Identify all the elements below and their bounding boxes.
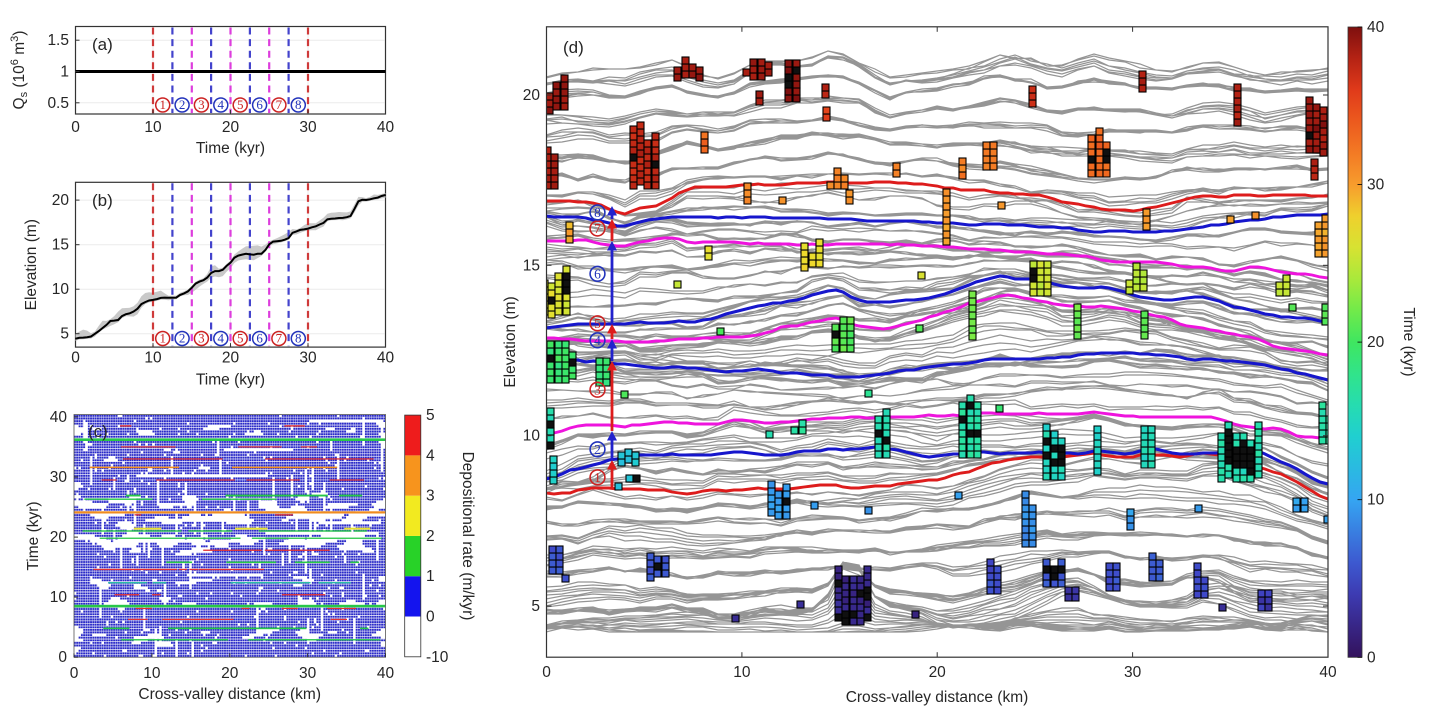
- svg-text:30: 30: [1124, 664, 1142, 681]
- svg-text:20: 20: [1367, 334, 1385, 351]
- svg-text:4: 4: [426, 447, 435, 464]
- svg-text:2: 2: [426, 528, 435, 545]
- svg-text:(c): (c): [88, 422, 108, 441]
- svg-text:6: 6: [256, 97, 263, 112]
- svg-text:3: 3: [198, 97, 205, 112]
- svg-text:0: 0: [71, 119, 80, 136]
- svg-text:4: 4: [594, 333, 601, 348]
- svg-text:0: 0: [1367, 649, 1376, 666]
- svg-text:Qs (106 m3): Qs (106 m3): [9, 31, 30, 110]
- svg-text:5: 5: [531, 598, 540, 615]
- svg-text:1: 1: [159, 97, 166, 112]
- svg-text:Time (kyr): Time (kyr): [1400, 307, 1417, 376]
- svg-text:40: 40: [377, 665, 395, 682]
- svg-text:0: 0: [70, 665, 79, 682]
- svg-text:1: 1: [426, 568, 435, 585]
- svg-text:6: 6: [256, 331, 263, 346]
- svg-text:20: 20: [222, 350, 240, 367]
- svg-text:-10: -10: [426, 649, 449, 666]
- svg-text:(a): (a): [92, 35, 113, 54]
- svg-text:7: 7: [276, 331, 283, 346]
- svg-text:Cross-valley distance (km): Cross-valley distance (km): [846, 689, 1029, 706]
- svg-text:20: 20: [523, 87, 541, 104]
- svg-text:10: 10: [144, 350, 162, 367]
- svg-text:3: 3: [426, 488, 435, 505]
- svg-text:Elevation (m): Elevation (m): [502, 296, 519, 387]
- svg-text:7: 7: [594, 221, 601, 236]
- svg-text:1: 1: [159, 331, 166, 346]
- svg-text:15: 15: [52, 237, 69, 254]
- svg-text:30: 30: [299, 119, 317, 136]
- svg-text:8: 8: [295, 97, 302, 112]
- svg-text:20: 20: [221, 665, 239, 682]
- svg-text:5: 5: [426, 407, 435, 424]
- svg-text:Elevation (m): Elevation (m): [23, 219, 40, 310]
- svg-text:7: 7: [276, 97, 283, 112]
- svg-text:Depositional rate (m/kyr): Depositional rate (m/kyr): [459, 452, 476, 621]
- svg-text:2: 2: [179, 331, 186, 346]
- svg-text:0: 0: [71, 350, 80, 367]
- svg-text:10: 10: [733, 664, 751, 681]
- svg-text:10: 10: [143, 665, 161, 682]
- svg-text:30: 30: [50, 469, 68, 486]
- svg-text:30: 30: [299, 350, 317, 367]
- svg-text:10: 10: [1367, 492, 1385, 509]
- svg-text:10: 10: [523, 428, 541, 445]
- svg-text:40: 40: [1319, 664, 1337, 681]
- svg-text:0: 0: [58, 649, 67, 666]
- svg-text:Time (kyr): Time (kyr): [196, 372, 265, 389]
- svg-text:40: 40: [377, 350, 395, 367]
- svg-text:(d): (d): [563, 38, 584, 57]
- svg-text:2: 2: [179, 97, 186, 112]
- svg-text:1: 1: [60, 64, 69, 81]
- svg-text:15: 15: [523, 257, 540, 274]
- svg-text:10: 10: [50, 589, 68, 606]
- svg-text:5: 5: [237, 97, 244, 112]
- svg-text:1.5: 1.5: [47, 32, 69, 49]
- svg-text:1: 1: [594, 470, 601, 485]
- svg-text:0: 0: [542, 664, 551, 681]
- svg-text:8: 8: [594, 205, 601, 220]
- svg-text:30: 30: [1367, 177, 1385, 194]
- svg-text:20: 20: [929, 664, 947, 681]
- svg-text:20: 20: [50, 529, 68, 546]
- svg-text:Cross-valley distance (km): Cross-valley distance (km): [138, 686, 321, 703]
- svg-text:2: 2: [594, 442, 601, 457]
- svg-text:5: 5: [594, 316, 601, 331]
- svg-text:20: 20: [222, 119, 240, 136]
- svg-text:0: 0: [426, 609, 435, 626]
- svg-text:(b): (b): [92, 191, 113, 210]
- svg-text:8: 8: [295, 331, 302, 346]
- svg-text:30: 30: [299, 665, 317, 682]
- svg-text:6: 6: [594, 266, 601, 281]
- svg-text:40: 40: [1367, 19, 1385, 36]
- svg-text:40: 40: [50, 409, 68, 426]
- svg-text:5: 5: [60, 326, 69, 343]
- svg-text:20: 20: [52, 192, 70, 209]
- svg-text:10: 10: [144, 119, 162, 136]
- svg-text:0.5: 0.5: [47, 95, 69, 112]
- svg-text:4: 4: [218, 97, 225, 112]
- svg-text:3: 3: [594, 382, 601, 397]
- svg-text:3: 3: [198, 331, 205, 346]
- svg-text:5: 5: [237, 331, 244, 346]
- svg-text:Time (kyr): Time (kyr): [196, 140, 265, 157]
- svg-text:Time (kyr): Time (kyr): [25, 501, 42, 570]
- svg-text:40: 40: [377, 119, 395, 136]
- svg-text:4: 4: [218, 331, 225, 346]
- svg-text:10: 10: [52, 281, 70, 298]
